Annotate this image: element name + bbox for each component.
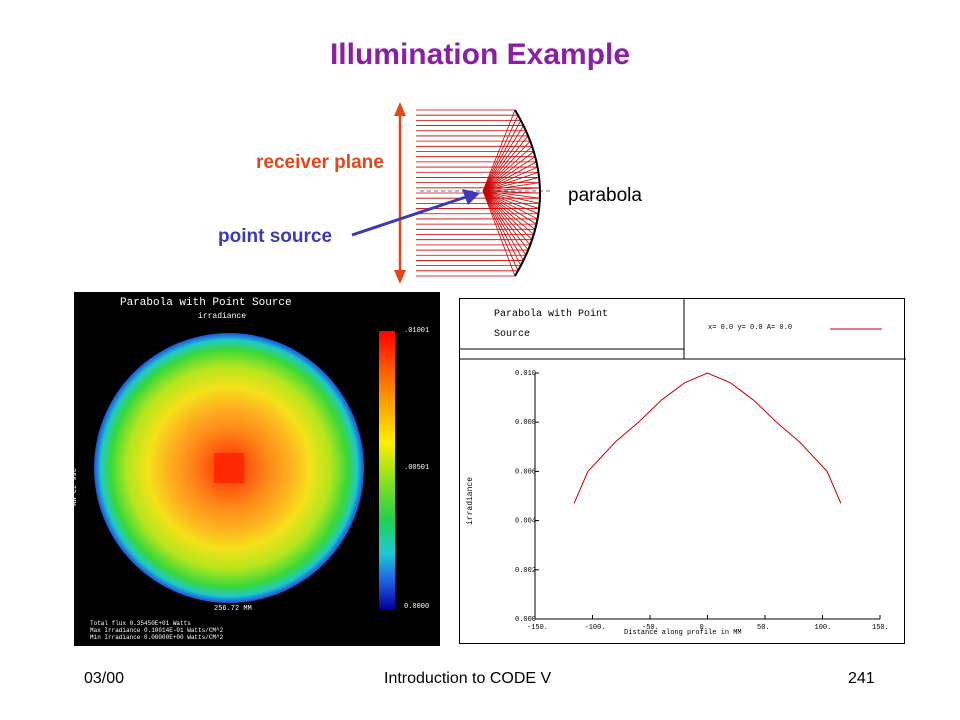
side-dimension-label: 256.72 MM bbox=[68, 468, 76, 506]
footer-page-number: 241 bbox=[848, 670, 875, 687]
receiver-plane-arrow bbox=[394, 102, 406, 284]
source-ray bbox=[482, 190, 535, 235]
x-tick-label: 150. bbox=[872, 624, 889, 632]
irradiance-map-panel: Parabola with Point Source irradiance bbox=[68, 292, 440, 646]
receiver-plane-label: receiver plane bbox=[256, 152, 384, 173]
point-source-label: point source bbox=[218, 226, 333, 247]
source-ray bbox=[482, 190, 516, 277]
profile-series-line bbox=[573, 372, 842, 504]
scale-min-label: 0.0000 bbox=[404, 603, 430, 611]
bottom-dimension-label: 256.72 MM bbox=[214, 605, 252, 613]
source-ray bbox=[482, 190, 533, 240]
source-ray bbox=[482, 190, 540, 209]
source-ray bbox=[482, 190, 539, 215]
source-ray bbox=[482, 190, 529, 251]
source-ray bbox=[482, 166, 538, 192]
source-ray bbox=[482, 115, 519, 192]
scale-max-label: .01001 bbox=[404, 327, 430, 335]
source-ray bbox=[482, 156, 536, 192]
plot-header-title-1: Parabola with Point bbox=[494, 309, 609, 320]
ray-fan bbox=[416, 109, 541, 277]
source-ray bbox=[482, 146, 533, 192]
irradiance-hotspot bbox=[214, 453, 244, 483]
source-ray bbox=[482, 190, 531, 246]
irradiance-map-subtitle: irradiance bbox=[198, 312, 247, 321]
y-axis-label: irradiance bbox=[466, 476, 475, 525]
footer-course: Introduction to CODE V bbox=[384, 670, 552, 687]
x-axis-label: Distance along profile in MM bbox=[624, 629, 742, 637]
source-ray bbox=[482, 190, 538, 220]
source-ray bbox=[482, 151, 534, 192]
source-ray bbox=[482, 190, 540, 199]
source-ray bbox=[482, 182, 540, 192]
parabola-label: parabola bbox=[568, 185, 642, 206]
footer-date: 03/00 bbox=[84, 670, 125, 687]
source-ray bbox=[482, 135, 529, 192]
stat-min-irradiance: Min Irradiance 0.00000E+00 Watts/CM^2 bbox=[90, 634, 224, 641]
stat-total-flux: Total flux 0.35450E+01 Watts bbox=[90, 620, 191, 627]
plot-legend: x= 0.0 y= 0.0 A= 0.0 bbox=[708, 324, 793, 332]
y-tick-label: 0.010 bbox=[515, 370, 536, 378]
x-tick-label: -100. bbox=[585, 624, 606, 632]
illumination-diagram bbox=[394, 102, 550, 284]
scale-mid-label: .00501 bbox=[404, 464, 430, 472]
stat-max-irradiance: Max Irradiance 0.10014E-01 Watts/CM^2 bbox=[90, 627, 224, 634]
y-tick-label: 0.002 bbox=[515, 567, 536, 575]
source-ray bbox=[482, 187, 540, 192]
y-tick-label: 0.004 bbox=[515, 518, 536, 526]
parabola-mirror bbox=[514, 109, 541, 277]
plot-header-title-2: Source bbox=[494, 329, 531, 340]
source-ray bbox=[482, 190, 536, 230]
source-ray bbox=[482, 177, 540, 192]
x-tick-label: 50. bbox=[757, 624, 770, 632]
x-tick-label: 100. bbox=[815, 624, 832, 632]
source-ray bbox=[482, 190, 522, 266]
flux-stats: Total flux 0.35450E+01 Watts Max Irradia… bbox=[90, 620, 223, 641]
source-ray bbox=[482, 190, 524, 261]
y-tick-label: 0.000 bbox=[515, 616, 536, 624]
y-tick-label: 0.006 bbox=[515, 468, 536, 476]
y-tick-label: 0.008 bbox=[515, 419, 536, 427]
source-ray bbox=[482, 190, 519, 271]
profile-plot-panel: -150. -100. -50. 0. 50. 100. 150. 0.000 0.002 0.0… bbox=[459, 298, 906, 644]
source-ray bbox=[482, 140, 531, 192]
irradiance-map-title: Parabola with Point Source bbox=[120, 297, 292, 309]
x-tick-label: -150. bbox=[527, 624, 548, 632]
x-tick-label: -50. bbox=[642, 624, 659, 632]
source-ray bbox=[482, 125, 524, 192]
slide-title: Illumination Example bbox=[329, 38, 631, 71]
source-ray bbox=[482, 190, 537, 225]
plot-axes bbox=[534, 372, 881, 620]
source-ray bbox=[482, 190, 540, 204]
color-scale-bar bbox=[379, 331, 395, 609]
source-ray bbox=[482, 120, 522, 192]
x-tick-label: 0. bbox=[700, 624, 708, 632]
point-source-arrow bbox=[351, 189, 480, 237]
source-ray bbox=[482, 190, 527, 256]
